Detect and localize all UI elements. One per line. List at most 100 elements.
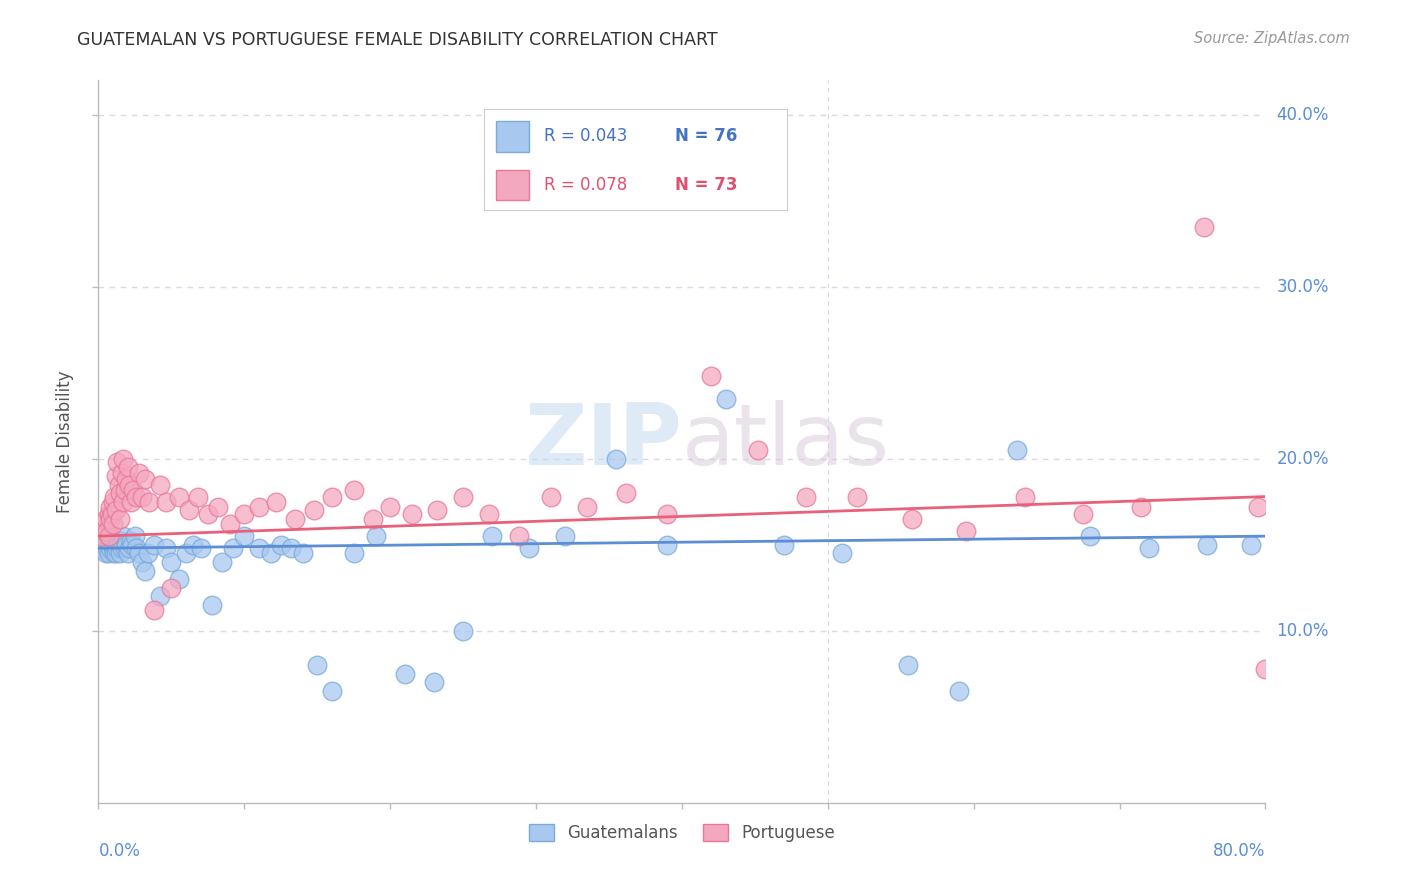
Point [155, 494, 177, 508]
Point [121, 538, 143, 552]
Point [110, 541, 132, 556]
Point [97, 546, 120, 560]
Point [108, 477, 131, 491]
Point [104, 503, 127, 517]
Point [96, 541, 118, 556]
Text: ZIP: ZIP [524, 400, 682, 483]
Point [101, 538, 124, 552]
Point [517, 541, 540, 556]
Point [93, 534, 115, 549]
Text: Source: ZipAtlas.com: Source: ZipAtlas.com [1194, 31, 1350, 46]
Point [426, 503, 449, 517]
Point [101, 517, 124, 532]
Point [118, 541, 141, 556]
Point [112, 494, 135, 508]
Point [124, 529, 146, 543]
Point [343, 546, 366, 560]
Point [101, 541, 124, 556]
Point [259, 546, 281, 560]
Point [98, 541, 121, 556]
Point [361, 512, 384, 526]
Point [657, 507, 679, 521]
Point [846, 490, 869, 504]
Point [104, 541, 127, 556]
Point [266, 494, 288, 508]
Point [451, 490, 474, 504]
Point [174, 546, 197, 560]
Point [134, 564, 156, 578]
Point [111, 534, 134, 549]
Point [1240, 538, 1263, 552]
Point [118, 477, 141, 491]
Point [125, 541, 148, 556]
Point [1137, 541, 1160, 556]
Point [128, 466, 150, 480]
Point [280, 541, 302, 556]
Point [321, 490, 343, 504]
Y-axis label: Female Disability: Female Disability [56, 370, 75, 513]
Point [1192, 219, 1215, 234]
Point [948, 684, 970, 698]
Point [91, 517, 114, 532]
Point [576, 500, 599, 514]
Point [108, 534, 131, 549]
Point [100, 534, 122, 549]
Point [136, 546, 159, 560]
Point [1247, 500, 1270, 514]
Point [181, 538, 204, 552]
Point [897, 658, 920, 673]
Point [104, 546, 127, 560]
Text: 40.0%: 40.0% [1277, 105, 1329, 124]
Point [96, 524, 118, 538]
Point [142, 603, 165, 617]
Point [91, 538, 114, 552]
Text: 80.0%: 80.0% [1213, 842, 1265, 860]
Point [423, 675, 446, 690]
Point [114, 483, 136, 497]
Point [901, 512, 924, 526]
Point [714, 392, 737, 406]
Point [101, 494, 124, 508]
Point [90, 541, 112, 556]
Point [1080, 529, 1102, 543]
Point [94, 529, 117, 543]
Point [1071, 507, 1094, 521]
Point [110, 546, 132, 560]
Point [111, 466, 134, 480]
Text: 20.0%: 20.0% [1277, 450, 1329, 467]
Point [794, 490, 817, 504]
Point [117, 546, 139, 560]
Point [97, 529, 120, 543]
Point [247, 541, 270, 556]
Point [247, 500, 270, 514]
Point [304, 503, 326, 517]
Text: atlas: atlas [682, 400, 890, 483]
Text: 10.0%: 10.0% [1277, 622, 1329, 640]
Point [207, 500, 229, 514]
Point [616, 486, 638, 500]
Point [112, 529, 135, 543]
Text: 0.0%: 0.0% [98, 842, 141, 860]
Point [401, 507, 423, 521]
Point [1014, 490, 1036, 504]
Point [105, 541, 128, 556]
Text: GUATEMALAN VS PORTUGUESE FEMALE DISABILITY CORRELATION CHART: GUATEMALAN VS PORTUGUESE FEMALE DISABILI… [77, 31, 718, 49]
Point [321, 684, 343, 698]
Point [1195, 538, 1218, 552]
Point [394, 666, 416, 681]
Point [481, 529, 503, 543]
Point [142, 538, 165, 552]
Point [773, 538, 796, 552]
Point [112, 451, 135, 466]
Point [160, 555, 183, 569]
Point [478, 507, 501, 521]
Point [120, 534, 142, 549]
Point [540, 490, 562, 504]
Point [94, 546, 117, 560]
Point [177, 503, 200, 517]
Point [167, 490, 190, 504]
Point [1130, 500, 1153, 514]
Point [105, 455, 128, 469]
Point [149, 477, 172, 491]
Point [122, 483, 145, 497]
